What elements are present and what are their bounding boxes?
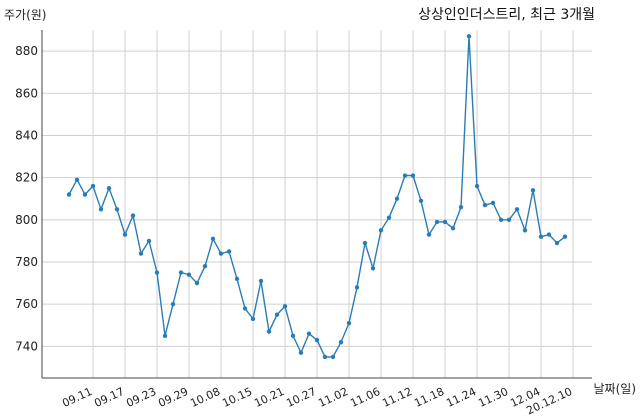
data-point	[250, 316, 256, 322]
data-point	[234, 276, 240, 282]
data-point	[114, 207, 120, 212]
data-point	[314, 337, 320, 343]
data-point	[370, 266, 376, 271]
data-point	[546, 232, 552, 237]
data-point	[530, 188, 536, 193]
data-point	[346, 320, 352, 326]
data-point	[282, 304, 288, 309]
data-point	[538, 234, 544, 239]
data-point	[394, 196, 400, 201]
y-tick-label: 760	[15, 297, 38, 311]
y-tick-label: 820	[15, 171, 38, 185]
data-point	[290, 333, 296, 339]
data-point	[442, 219, 448, 225]
data-point	[322, 354, 328, 360]
data-point	[298, 350, 304, 355]
x-tick-label: 11.02	[316, 385, 350, 410]
data-point	[306, 331, 312, 336]
data-point	[386, 215, 392, 220]
data-point	[178, 270, 184, 275]
data-point	[74, 177, 80, 182]
x-tick-label: 09.17	[92, 385, 126, 410]
data-point	[274, 312, 280, 317]
x-tick-label: 11.30	[476, 385, 510, 410]
x-tick-label: 09.11	[60, 385, 94, 410]
x-tick-label: 11.12	[380, 385, 414, 410]
data-point	[490, 200, 496, 206]
chart-title: 상상인인더스트리, 최근 3개월	[418, 7, 595, 23]
data-point	[378, 228, 384, 233]
data-point	[146, 238, 152, 244]
data-point	[122, 232, 128, 237]
data-point	[426, 232, 432, 237]
data-point	[98, 207, 104, 212]
y-axis-label: 주가(원)	[4, 8, 47, 22]
x-tick-label: 11.06	[348, 385, 382, 410]
data-point	[194, 280, 200, 286]
data-point	[170, 301, 176, 307]
x-tick-label: 09.29	[156, 385, 190, 410]
data-point	[202, 264, 208, 269]
data-point	[338, 339, 344, 345]
data-point	[354, 285, 360, 290]
data-point	[330, 354, 336, 360]
x-tick-label: 10.08	[188, 385, 222, 410]
data-point	[186, 272, 192, 277]
y-tick-label: 780	[15, 255, 38, 269]
data-point	[138, 251, 144, 256]
data-point	[450, 226, 456, 231]
data-point	[106, 185, 112, 191]
x-tick-label: 10.21	[252, 385, 286, 410]
data-point	[90, 183, 96, 189]
data-point	[82, 192, 88, 197]
y-tick-label: 840	[15, 128, 38, 142]
data-point	[458, 204, 464, 210]
data-point	[162, 333, 168, 339]
data-point	[66, 192, 72, 197]
data-point	[410, 173, 416, 178]
data-point	[210, 236, 216, 241]
data-point	[554, 240, 560, 246]
data-point	[242, 306, 248, 311]
data-point	[466, 34, 472, 39]
data-point	[266, 329, 272, 334]
data-point	[506, 217, 512, 223]
x-tick-label: 10.27	[284, 385, 318, 410]
data-point	[402, 173, 408, 178]
y-tick-label: 740	[15, 339, 38, 353]
data-point	[514, 207, 520, 212]
x-tick-label: 10.15	[220, 385, 254, 410]
data-point	[130, 213, 136, 218]
data-point	[474, 183, 480, 189]
data-point	[218, 251, 224, 256]
y-tick-label: 860	[15, 86, 38, 100]
data-point	[434, 219, 440, 225]
data-point	[562, 234, 568, 239]
x-tick-label: 11.24	[444, 385, 478, 410]
y-tick-label: 800	[15, 213, 38, 227]
data-point	[226, 249, 232, 254]
x-axis-label: 날짜(일)	[593, 382, 636, 396]
data-point	[154, 270, 160, 275]
data-point	[418, 198, 424, 204]
data-point	[362, 240, 368, 246]
x-tick-label: 11.18	[412, 385, 446, 410]
x-tick-label: 09.23	[124, 385, 158, 410]
data-point	[522, 228, 528, 233]
y-tick-label: 880	[15, 44, 38, 58]
data-point	[258, 278, 264, 284]
data-point	[482, 202, 488, 208]
data-point	[498, 217, 504, 223]
